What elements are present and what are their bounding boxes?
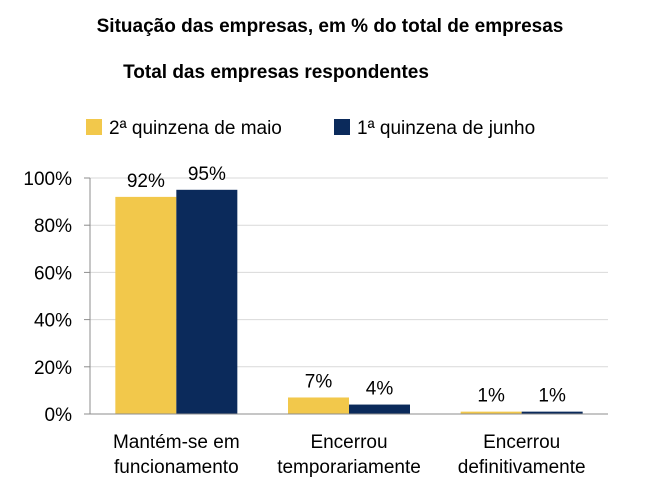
data-label: 7%	[305, 371, 333, 392]
x-tick-label: temporariamente	[277, 457, 421, 478]
bar-0-0	[115, 196, 177, 414]
bar-2-1	[521, 411, 583, 414]
y-tick-label: 0%	[45, 405, 73, 426]
x-tick-label: definitivamente	[458, 457, 586, 478]
bars	[115, 189, 583, 414]
x-tick-label: Mantém-se em	[113, 432, 240, 453]
bar-1-0	[288, 397, 349, 414]
data-label: 4%	[366, 379, 394, 400]
legend-label-0: 2ª quinzena de maio	[109, 118, 282, 139]
chart-title: Situação das empresas, em % do total de …	[97, 16, 564, 37]
y-tick-label: 100%	[23, 169, 72, 190]
data-label: 95%	[188, 164, 226, 185]
y-tick-label: 40%	[34, 311, 72, 332]
legend-swatch-1	[334, 119, 350, 135]
data-label: 1%	[538, 386, 566, 407]
x-tick-label: Encerrou	[310, 432, 387, 453]
y-axis: 0% 20% 40% 60% 80% 100%	[23, 169, 91, 426]
y-tick-label: 80%	[34, 216, 72, 237]
legend-label-1: 1ª quinzena de junho	[357, 118, 535, 139]
chart-subtitle: Total das empresas respondentes	[123, 62, 429, 83]
x-tick-label: funcionamento	[114, 457, 239, 478]
data-label: 92%	[127, 171, 165, 192]
y-tick-label: 60%	[34, 263, 72, 284]
data-label: 1%	[477, 386, 505, 407]
y-tick-label: 20%	[34, 358, 72, 379]
legend: 2ª quinzena de maio 1ª quinzena de junho	[86, 118, 535, 139]
data-labels: 92% 95% 7% 4% 1% 1%	[127, 164, 566, 407]
legend-swatch-0	[86, 119, 102, 135]
bar-2-0	[460, 411, 522, 414]
x-axis: Mantém-se em funcionamento Encerrou tempora…	[90, 413, 608, 478]
x-tick-label: Encerrou	[483, 432, 560, 453]
bar-0-1	[176, 189, 238, 414]
bar-1-1	[349, 404, 410, 414]
